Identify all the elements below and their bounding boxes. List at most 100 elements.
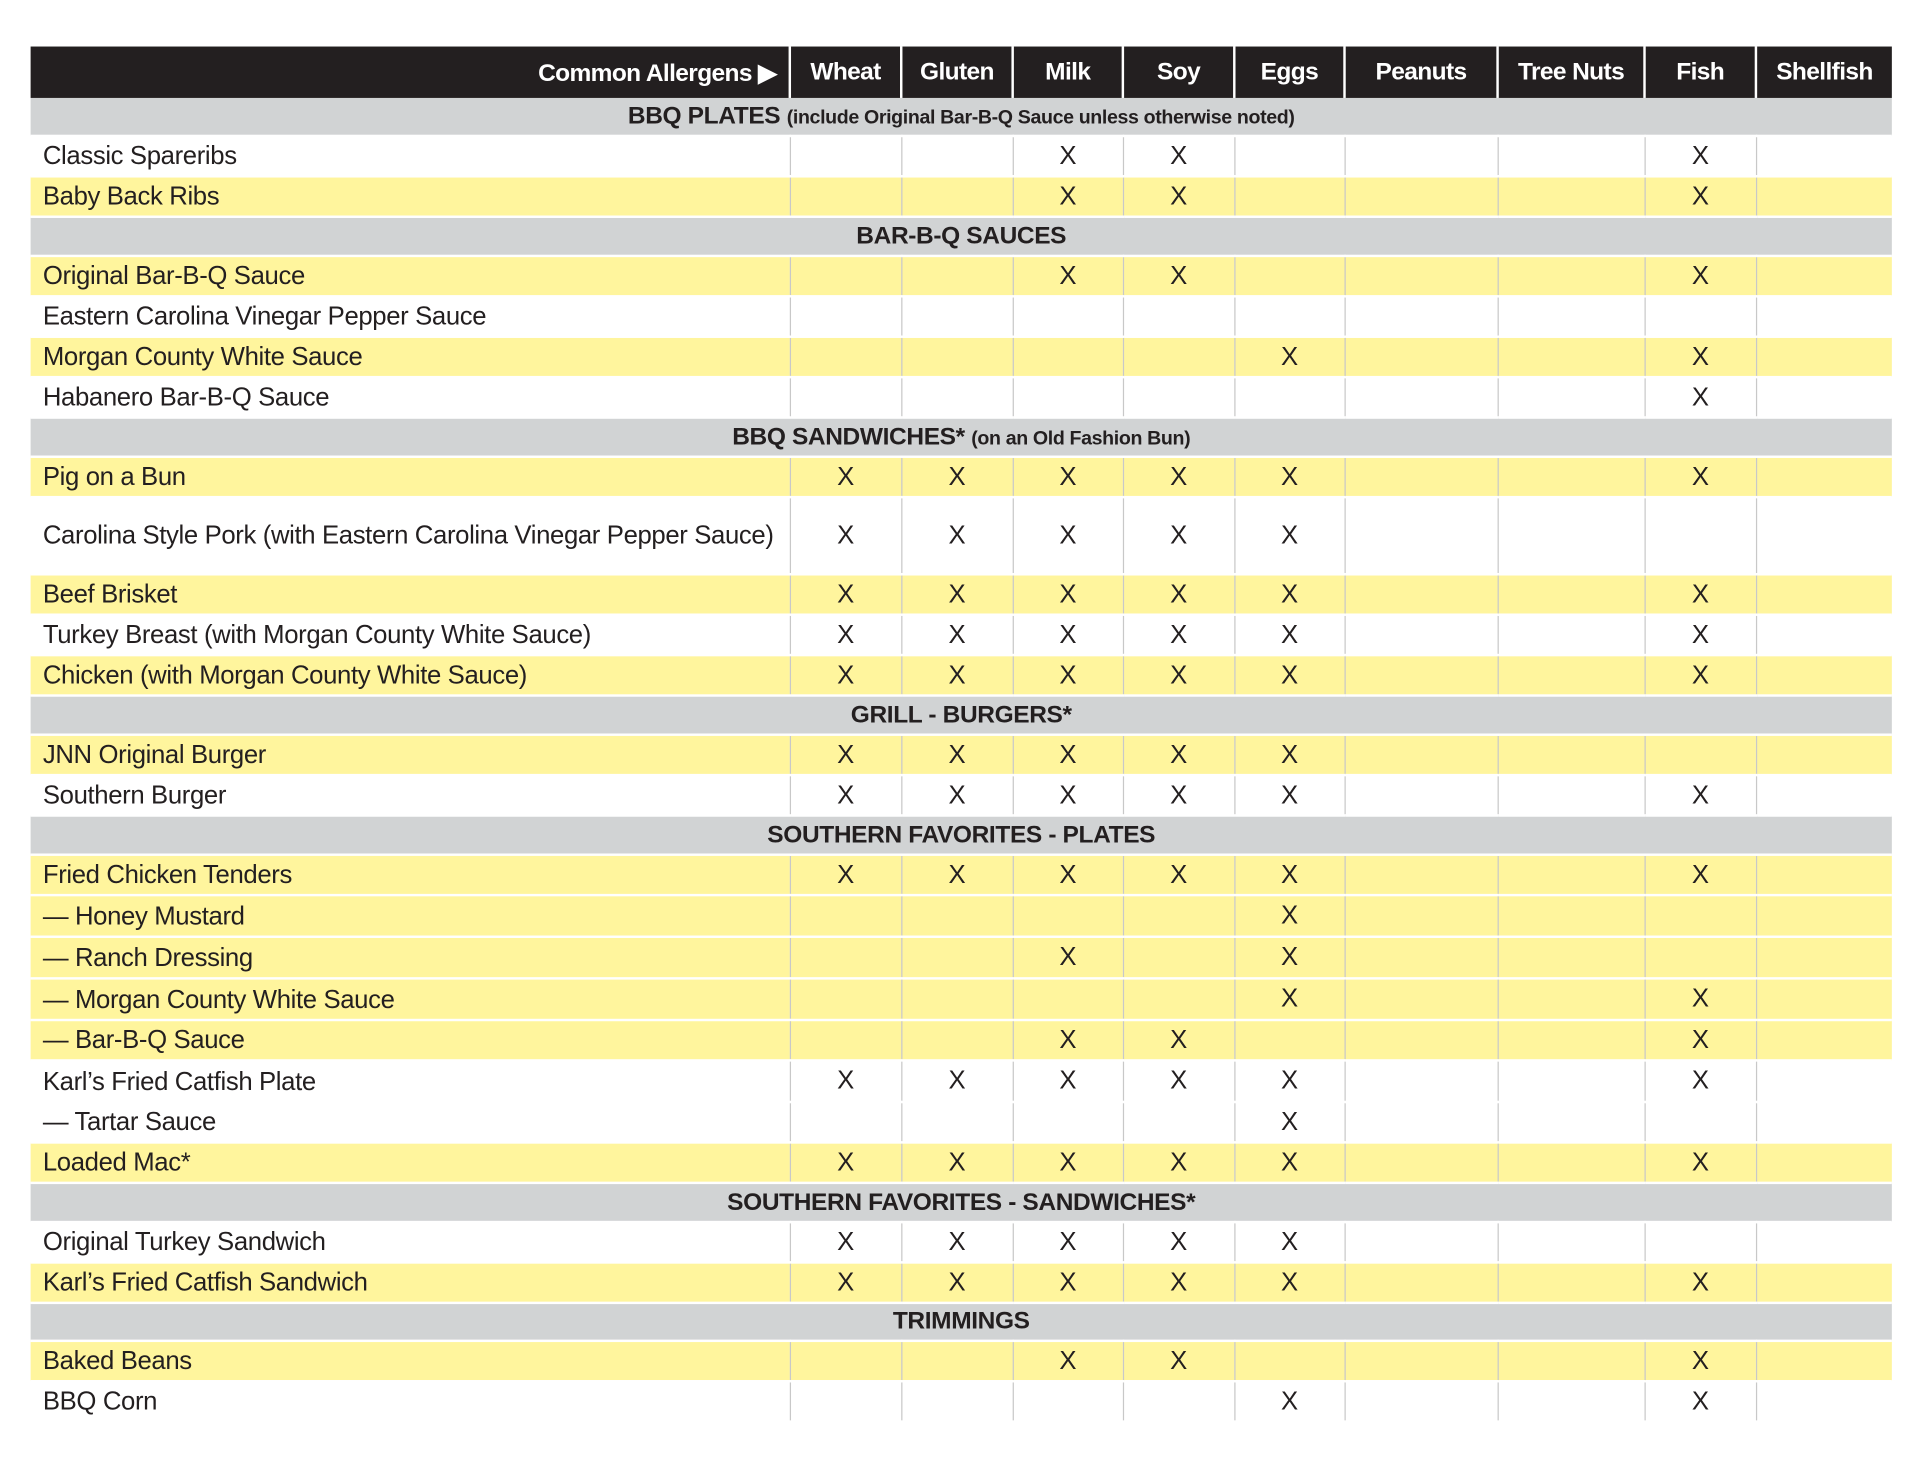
allergen-cell-eggs: X [1233, 1102, 1345, 1144]
allergen-cell-eggs [1233, 296, 1345, 338]
section-title: BBQ PLATES [627, 102, 781, 130]
allergen-cell-tree-nuts [1496, 978, 1645, 1022]
allergen-cell-fish: X [1643, 135, 1756, 178]
allergen-cell-tree-nuts [1496, 255, 1645, 298]
allergen-cell-milk: X [1012, 1222, 1123, 1264]
allergen-cell-peanuts [1343, 895, 1498, 938]
allergen-cell-soy: X [1122, 1340, 1235, 1383]
allergen-cell-fish [1643, 1102, 1756, 1144]
menu-item-name: Carolina Style Pork (with Eastern Caroli… [30, 497, 790, 576]
menu-item-name: Habanero Bar-B-Q Sauce [30, 377, 790, 419]
allergen-cell-milk: X [1012, 1262, 1123, 1305]
allergen-cell-wheat: X [789, 456, 902, 499]
table-row: — Ranch Dressing X X [30, 936, 1892, 980]
menu-item-name: — Tartar Sauce [30, 1102, 790, 1144]
allergen-cell-fish: X [1643, 1142, 1756, 1185]
allergen-cell-wheat [789, 255, 902, 298]
allergen-cell-wheat [789, 1381, 902, 1423]
allergen-header-wheat: Wheat [788, 46, 902, 98]
allergen-cell-gluten [900, 895, 1013, 938]
allergen-cell-fish: X [1643, 336, 1756, 379]
allergen-cell-eggs: X [1233, 1381, 1345, 1423]
table-row: Eastern Carolina Vinegar Pepper Sauce [30, 296, 1892, 338]
table-row: Karl’s Fried Catfish Plate X X X X X X [30, 1060, 1892, 1104]
section-title: TRIMMINGS [892, 1307, 1030, 1335]
allergen-cell-soy [1122, 936, 1235, 980]
allergen-cell-eggs: X [1233, 895, 1345, 938]
allergen-cell-wheat: X [789, 1262, 902, 1305]
allergen-cell-peanuts [1343, 336, 1498, 379]
allergen-cell-fish [1643, 936, 1756, 980]
allergen-cell-tree-nuts [1496, 1142, 1645, 1185]
menu-item-name: Karl’s Fried Catfish Plate [30, 1060, 790, 1104]
allergen-cell-gluten [900, 336, 1013, 379]
allergen-cell-peanuts [1343, 1102, 1498, 1144]
allergen-cell-shellfish [1755, 336, 1892, 379]
allergen-cell-fish [1643, 497, 1756, 576]
allergen-cell-shellfish [1755, 1222, 1892, 1264]
allergen-cell-fish: X [1643, 1262, 1756, 1305]
allergen-cell-eggs [1233, 176, 1345, 218]
table-row: Turkey Breast (with Morgan County White … [30, 614, 1892, 657]
allergen-cell-peanuts [1343, 176, 1498, 218]
allergen-cell-wheat [789, 296, 902, 338]
allergen-cell-wheat: X [789, 574, 902, 616]
table-row: — Honey Mustard X [30, 895, 1892, 938]
allergen-cell-tree-nuts [1496, 854, 1645, 897]
allergen-cell-soy [1122, 377, 1235, 419]
allergen-cell-fish: X [1643, 255, 1756, 298]
section-header-row: BBQ PLATES (include Original Bar-B-Q Sau… [30, 97, 1892, 138]
allergen-cell-peanuts [1343, 377, 1498, 419]
allergen-header-shellfish: Shellfish [1754, 46, 1892, 98]
allergen-cell-shellfish [1755, 1381, 1892, 1423]
allergen-cell-fish: X [1643, 1381, 1756, 1423]
allergen-cell-gluten [900, 135, 1013, 178]
section-title: SOUTHERN FAVORITES - PLATES [767, 821, 1156, 848]
allergen-cell-milk: X [1012, 775, 1123, 817]
menu-item-name: — Morgan County White Sauce [30, 978, 790, 1022]
allergen-cell-eggs: X [1233, 1142, 1345, 1185]
allergen-cell-milk: X [1012, 176, 1123, 218]
allergen-header-peanuts: Peanuts [1343, 46, 1498, 98]
allergen-cell-fish: X [1643, 775, 1756, 817]
allergen-header-milk: Milk [1011, 46, 1123, 98]
allergen-cell-soy: X [1122, 1060, 1235, 1104]
allergen-cell-eggs: X [1233, 655, 1345, 697]
section-header-row: SOUTHERN FAVORITES - PLATES [30, 815, 1892, 856]
menu-item-name: Turkey Breast (with Morgan County White … [30, 614, 790, 657]
menu-item-name: Baby Back Ribs [30, 176, 790, 218]
allergen-cell-shellfish [1755, 1142, 1892, 1185]
section-header: BBQ SANDWICHES* (on an Old Fashion Bun) [30, 417, 1892, 458]
allergen-cell-wheat [789, 176, 902, 218]
allergen-cell-milk: X [1012, 936, 1123, 980]
allergen-cell-peanuts [1343, 296, 1498, 338]
allergen-cell-shellfish [1755, 296, 1892, 338]
allergen-cell-gluten [900, 377, 1013, 419]
section-note: (on an Old Fashion Bun) [971, 427, 1191, 449]
allergen-cell-tree-nuts [1496, 135, 1645, 178]
table-row: Karl’s Fried Catfish Sandwich X X X X X X [30, 1262, 1892, 1305]
allergen-cell-milk [1012, 895, 1123, 938]
allergen-cell-peanuts [1343, 1340, 1498, 1383]
table-row: Fried Chicken Tenders X X X X X X [30, 854, 1892, 897]
allergen-cell-peanuts [1343, 255, 1498, 298]
allergen-cell-eggs: X [1233, 497, 1345, 576]
section-header: GRILL - BURGERS* [30, 695, 1892, 736]
section-header-row: SOUTHERN FAVORITES - SANDWICHES* [30, 1182, 1892, 1224]
allergen-cell-soy: X [1122, 614, 1235, 657]
menu-item-name: Baked Beans [30, 1340, 790, 1383]
allergen-cell-peanuts [1343, 734, 1498, 777]
section-title: BBQ SANDWICHES* [732, 423, 965, 451]
table-row: Habanero Bar-B-Q Sauce X [30, 377, 1892, 419]
allergen-cell-milk: X [1012, 655, 1123, 697]
allergen-cell-soy: X [1122, 1020, 1235, 1062]
section-header: SOUTHERN FAVORITES - SANDWICHES* [30, 1182, 1892, 1224]
section-header-row: BAR-B-Q SAUCES [30, 216, 1892, 258]
allergen-cell-gluten: X [900, 734, 1013, 777]
allergen-cell-wheat: X [789, 497, 902, 576]
allergen-cell-shellfish [1755, 1340, 1892, 1383]
allergen-header-gluten: Gluten [900, 46, 1013, 98]
allergen-cell-soy [1122, 1102, 1235, 1144]
allergen-cell-wheat: X [789, 1222, 902, 1264]
